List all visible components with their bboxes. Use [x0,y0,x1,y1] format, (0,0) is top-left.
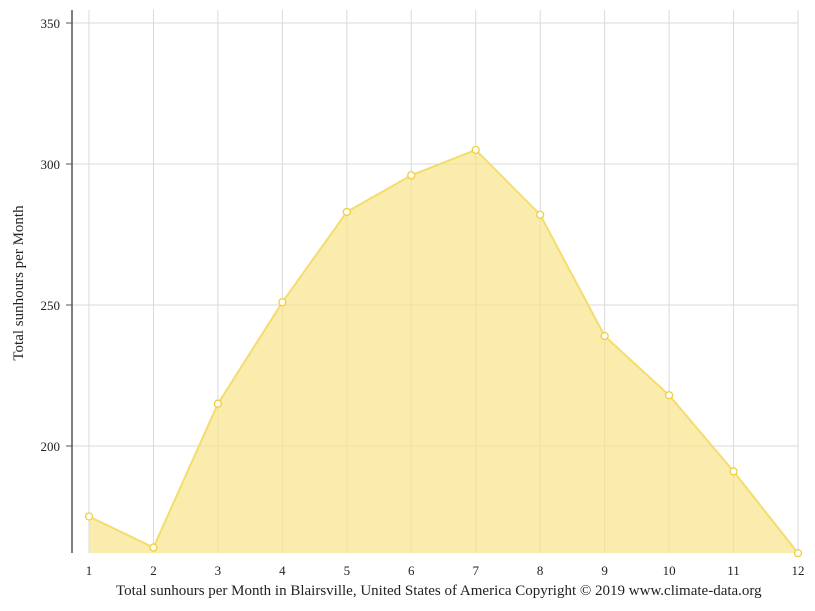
x-tick-label: 4 [279,563,286,578]
area-layer [88,148,799,554]
x-tick-label: 6 [408,563,415,578]
axis-layer [66,10,73,553]
y-axis-label: Total sunhours per Month [11,205,27,361]
data-point [793,549,803,558]
data-point [407,171,416,180]
x-tick-label: 5 [344,563,351,578]
x-tick-label: 11 [727,563,740,578]
x-tick-label: 7 [472,563,479,578]
area-fill [89,149,798,554]
x-tick-label: 2 [150,563,157,578]
x-tick-label: 12 [792,563,805,578]
data-point [342,207,351,217]
marker-layer [84,145,803,558]
x-tick-label: 3 [215,563,222,578]
data-point [278,298,287,307]
y-tick-label: 350 [41,16,61,31]
series-line [88,148,799,554]
data-point [149,543,158,552]
data-point [600,331,609,341]
chart-caption: Total sunhours per Month in Blairsville,… [116,583,762,599]
x-tick-label: 9 [601,563,608,578]
y-tick-label: 200 [41,439,61,454]
x-tick-label: 1 [86,563,93,578]
x-tick-label: 10 [663,563,676,578]
data-point [471,145,480,155]
data-point [664,391,674,400]
y-tick-label: 250 [41,298,61,313]
data-point [536,210,545,219]
data-point [729,467,738,476]
x-tick-label: 8 [537,563,544,578]
data-point [213,399,223,408]
data-point [84,512,94,521]
y-tick-label: 300 [41,157,61,172]
